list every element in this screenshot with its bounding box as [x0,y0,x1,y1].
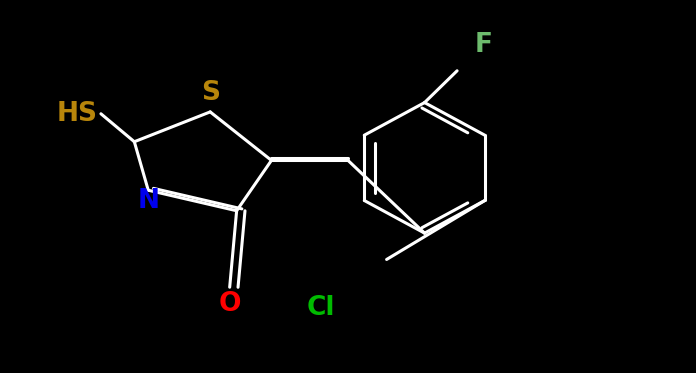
Text: F: F [475,32,493,58]
Text: S: S [200,80,220,106]
Text: HS: HS [57,101,98,127]
Text: Cl: Cl [306,295,335,321]
Text: N: N [137,188,159,214]
Text: O: O [219,291,241,317]
